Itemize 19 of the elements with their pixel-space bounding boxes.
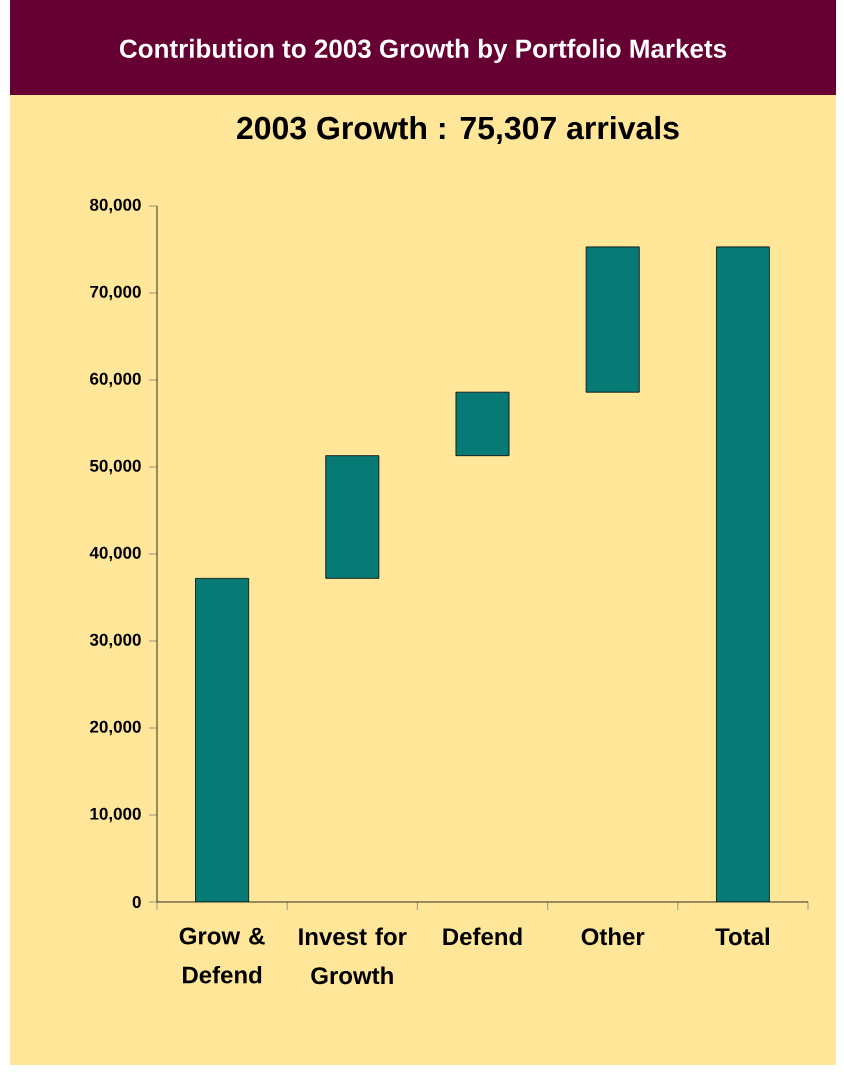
x-tick-label: Other <box>581 927 645 946</box>
y-tick-label: 80,000 <box>90 198 141 214</box>
x-tick-label: Total <box>715 927 769 946</box>
bar <box>325 455 380 579</box>
chart-title: Contribution to 2003 Growth by Portfolio Markets <box>120 38 727 64</box>
x-tick-label: Grow & Defend <box>179 927 265 984</box>
y-tick-label: 30,000 <box>89 633 141 649</box>
y-tick-label: 60,000 <box>90 372 141 388</box>
bar <box>455 391 510 457</box>
x-tick-label: Defend <box>443 927 522 946</box>
y-tick-label: 0 <box>132 895 141 909</box>
y-tick-label: 50,000 <box>89 459 141 475</box>
y-tick-label: 70,000 <box>90 285 141 301</box>
y-tick-label: 10,000 <box>90 807 141 823</box>
chart-subtitle: 2003 Growth : 75,307 arrivals <box>237 115 679 145</box>
x-tick-label: Invest for Growth <box>299 927 407 985</box>
y-tick-label: 20,000 <box>90 720 141 736</box>
bar <box>585 246 640 393</box>
y-tick-label: 40,000 <box>89 546 141 562</box>
